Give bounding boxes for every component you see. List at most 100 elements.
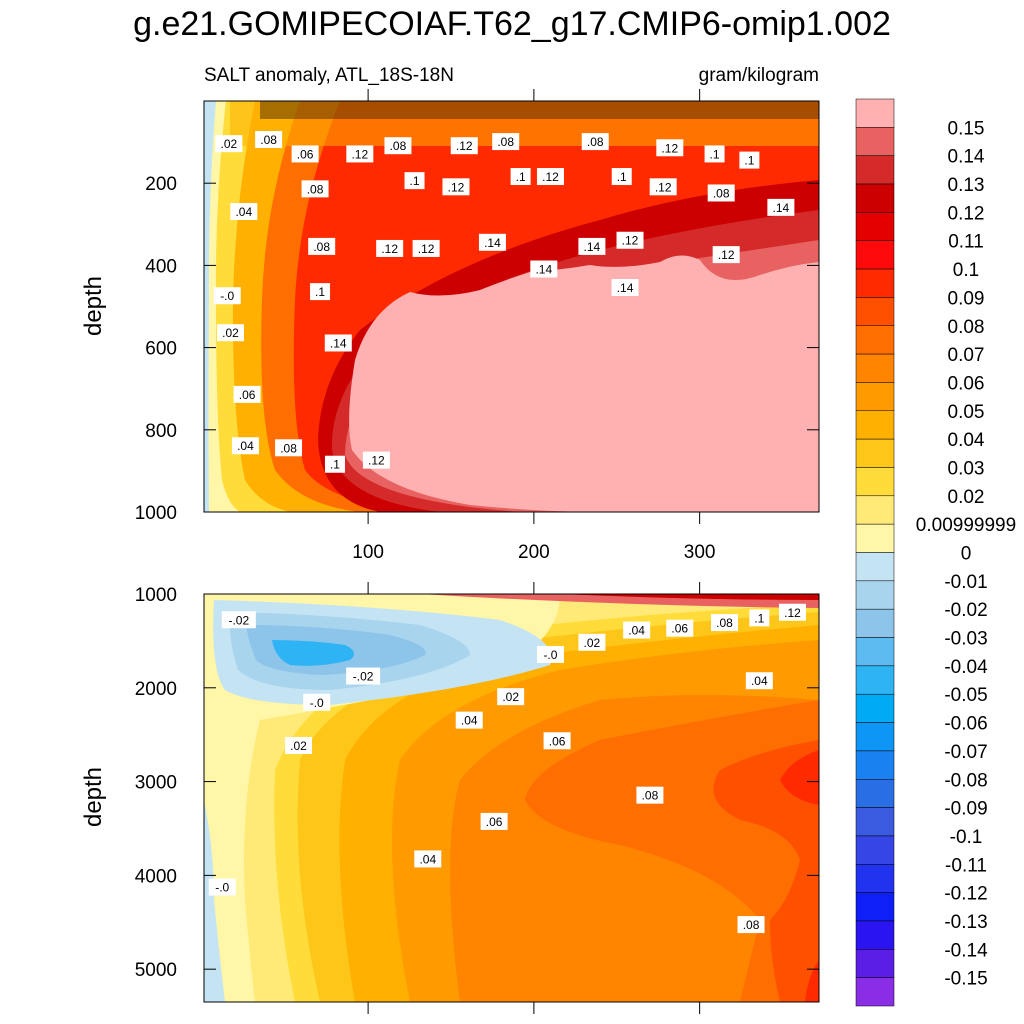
contour-label-text: -.02	[353, 670, 374, 684]
contour-label-text: -.0	[543, 648, 557, 662]
contour-label: .12	[778, 603, 806, 621]
colorbar-label: 0	[961, 544, 972, 565]
contour-label-text: .1	[516, 170, 526, 184]
colorbar-label: 0.11	[948, 232, 984, 253]
contour-label-text: .12	[784, 606, 801, 620]
contour-label: .04	[231, 437, 259, 455]
contour-label-text: .12	[718, 248, 735, 262]
contour-label-text: .02	[221, 137, 238, 151]
contour-label: .06	[666, 619, 694, 637]
colorbar-label: -0.08	[944, 770, 987, 791]
x-tick-label: 100	[352, 542, 384, 563]
contour-label-box	[649, 178, 677, 196]
colorbar-label: 0.06	[948, 373, 985, 394]
contour-label-text: .04	[628, 624, 645, 638]
colorbar-label: -0.05	[944, 685, 987, 706]
contour-label-box	[745, 672, 773, 690]
contour-label-box	[778, 603, 806, 621]
contour-label: .08	[737, 916, 765, 934]
contour-label: .14	[478, 233, 506, 251]
contour-label: -.0	[208, 878, 236, 896]
contour-label-text: .02	[502, 690, 519, 704]
contour-label-text: -.0	[215, 881, 229, 895]
contour-label-text: .08	[587, 135, 604, 149]
y-tick-label: 4000	[135, 866, 177, 887]
contour-label-text: .14	[330, 336, 347, 350]
x-tick-label: 300	[684, 542, 716, 563]
contour-label-text: .12	[368, 454, 385, 468]
contour-label: .08	[581, 133, 609, 151]
contour-label-box	[480, 812, 508, 830]
contour-label-box	[404, 172, 425, 190]
contour-label-box	[255, 131, 283, 149]
colorbar-swatch	[855, 892, 895, 922]
contour-label-box	[217, 324, 245, 342]
contour-label-text: .02	[222, 326, 239, 340]
contour-label-box	[707, 184, 735, 202]
contour-label-text: .02	[290, 739, 307, 753]
contour-label-text: .1	[410, 174, 420, 188]
contour-label-box	[310, 283, 331, 301]
colorbar-label: -0.06	[944, 714, 987, 735]
contour-label-text: .08	[716, 616, 733, 630]
contour-label-text: -.0	[310, 696, 324, 710]
contour-label: .12	[450, 137, 478, 155]
lower-band-0.08	[713, 740, 819, 1002]
contour-label: .04	[455, 711, 483, 729]
colorbar-label: 0.02	[948, 487, 985, 508]
contour-label-text: .12	[418, 242, 435, 256]
colorbar-swatch	[855, 722, 895, 752]
subtitle-right: gram/kilogram	[699, 65, 819, 86]
contour-label-text: .06	[671, 622, 688, 636]
contour-label: .1	[611, 168, 632, 186]
colorbar-label: -0.07	[944, 742, 987, 763]
colorbar-swatch	[855, 325, 895, 355]
contour-label-box	[578, 237, 606, 255]
contour-label-box	[656, 139, 684, 157]
contour-label: .06	[543, 732, 571, 750]
contour-label: .14	[767, 198, 795, 216]
contour-label-text: .12	[661, 141, 678, 155]
y-tick-label: 800	[145, 421, 177, 442]
contour-label: .08	[308, 237, 336, 255]
contour-label-box	[611, 279, 639, 297]
contour-label-box	[767, 198, 795, 216]
lower-band-negative-wall	[204, 800, 225, 1002]
contour-label-text: -.0	[220, 289, 234, 303]
lower-surface-band-b	[560, 594, 819, 600]
contour-label: .1	[749, 609, 770, 627]
contour-label-text: .1	[754, 611, 764, 625]
colorbar-swatch	[855, 382, 895, 412]
upper-frame	[203, 100, 820, 513]
contour-label-text: .12	[622, 234, 639, 248]
lower-contour-labels: -.02 -.02 -.0 -.0 .02 .04 .06 .08 .1 .12 .02 .04 .02…	[208, 603, 806, 934]
contour-label: .06	[291, 145, 319, 163]
contour-label-box	[536, 168, 564, 186]
upper-ylabel: depth	[80, 276, 107, 336]
lower-panel: -.02 -.02 -.0 -.0 .02 .04 .06 .08 .1 .12 .02 .04 .02…	[80, 582, 820, 1014]
contour-label-text: .08	[313, 240, 330, 254]
contour-label: .14	[578, 237, 606, 255]
colorbar-swatch	[855, 693, 895, 723]
colorbar-swatch	[855, 637, 895, 667]
contour-label: .04	[414, 850, 442, 868]
contour-label-box	[536, 645, 564, 663]
contour-label-text: .08	[260, 133, 277, 147]
upper-band-0.01	[204, 101, 240, 512]
contour-label-text: .14	[484, 236, 501, 250]
contour-label: .12	[346, 145, 374, 163]
contour-label: .02	[215, 135, 243, 153]
contour-label-box	[213, 287, 241, 305]
contour-label-box	[581, 133, 609, 151]
contour-label-text: .06	[239, 388, 256, 402]
colorbar-swatch	[855, 127, 895, 156]
contour-label: .08	[275, 439, 303, 457]
contour-label-box	[284, 736, 312, 754]
contour-label-text: .04	[751, 674, 768, 688]
contour-label-box	[616, 231, 644, 249]
colorbar-swatch	[855, 608, 895, 638]
colorbar-label: 0.15	[948, 118, 985, 139]
contour-label-box	[704, 145, 725, 163]
colorbar-label: -0.01	[944, 572, 987, 593]
contour-label-text: .08	[497, 135, 514, 149]
